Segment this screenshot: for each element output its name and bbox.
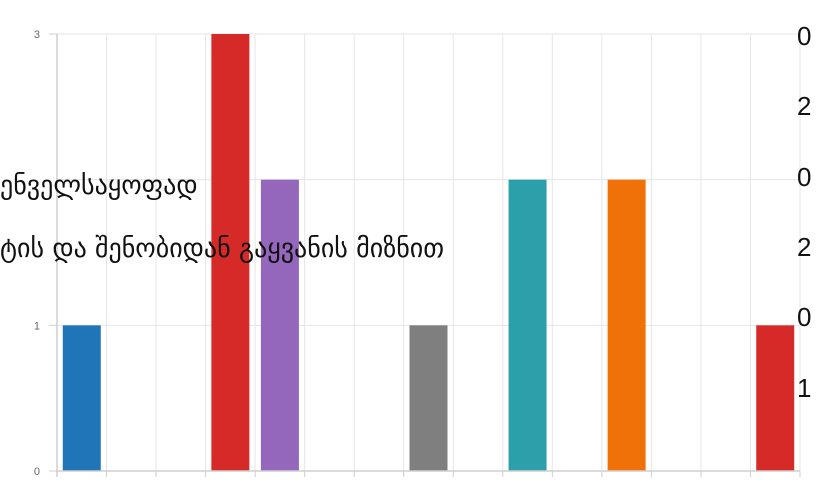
grid-layer	[57, 33, 801, 471]
overlay-text-line-1: ენველსაყოფად	[0, 171, 198, 201]
bar	[260, 179, 299, 471]
right-number-column: 0 2 0 2 0 1	[797, 21, 811, 403]
right-number: 0	[797, 21, 811, 51]
right-number: 0	[797, 302, 811, 332]
overlay-layer: ენველსაყოფად ტის და შენობიდან გაყვანის მ…	[0, 171, 444, 264]
right-number: 0	[797, 162, 811, 192]
y-tick-label: 3	[34, 29, 40, 41]
y-tick-label: 1	[34, 320, 40, 332]
y-tick-label: 0	[34, 466, 40, 478]
axis-layer: 0 1 3	[34, 29, 801, 478]
bar	[756, 325, 795, 471]
right-number: 2	[797, 91, 811, 121]
right-number: 1	[797, 373, 811, 403]
bar	[409, 325, 448, 471]
bar	[211, 34, 250, 471]
bar	[62, 325, 101, 471]
bar	[508, 179, 547, 471]
overlay-text-line-2: ტის და შენობიდან გაყვანის მიზნით	[0, 234, 444, 264]
right-number: 2	[797, 232, 811, 262]
bar-layer	[62, 34, 795, 471]
bar	[607, 179, 646, 471]
